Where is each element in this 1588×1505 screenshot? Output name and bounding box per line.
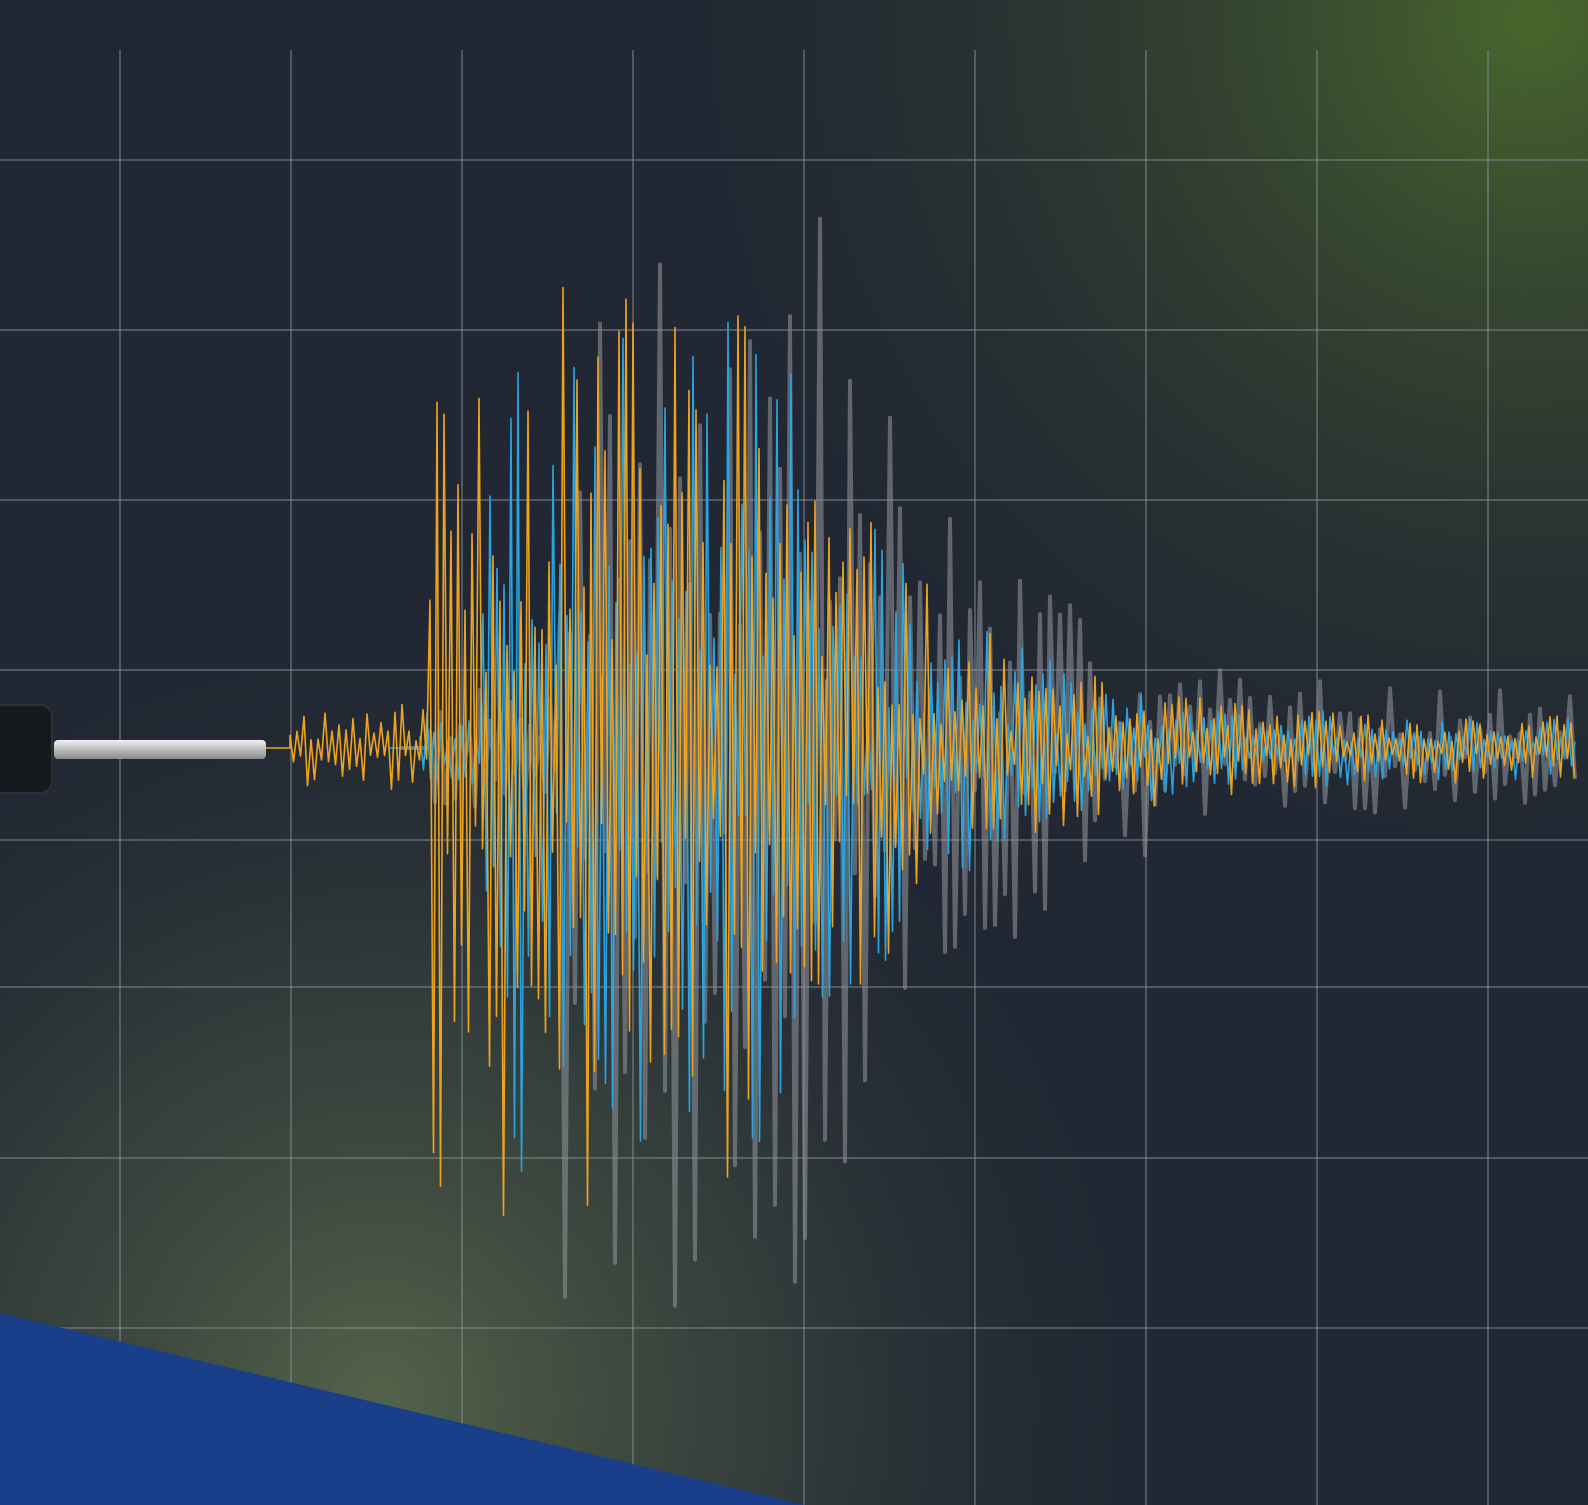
corner-shape <box>0 1313 805 1505</box>
recorder-arm <box>0 704 53 794</box>
waveform <box>260 286 1576 1217</box>
waveform <box>390 321 1576 1172</box>
waveforms <box>260 216 1577 1308</box>
stylus <box>54 740 266 759</box>
